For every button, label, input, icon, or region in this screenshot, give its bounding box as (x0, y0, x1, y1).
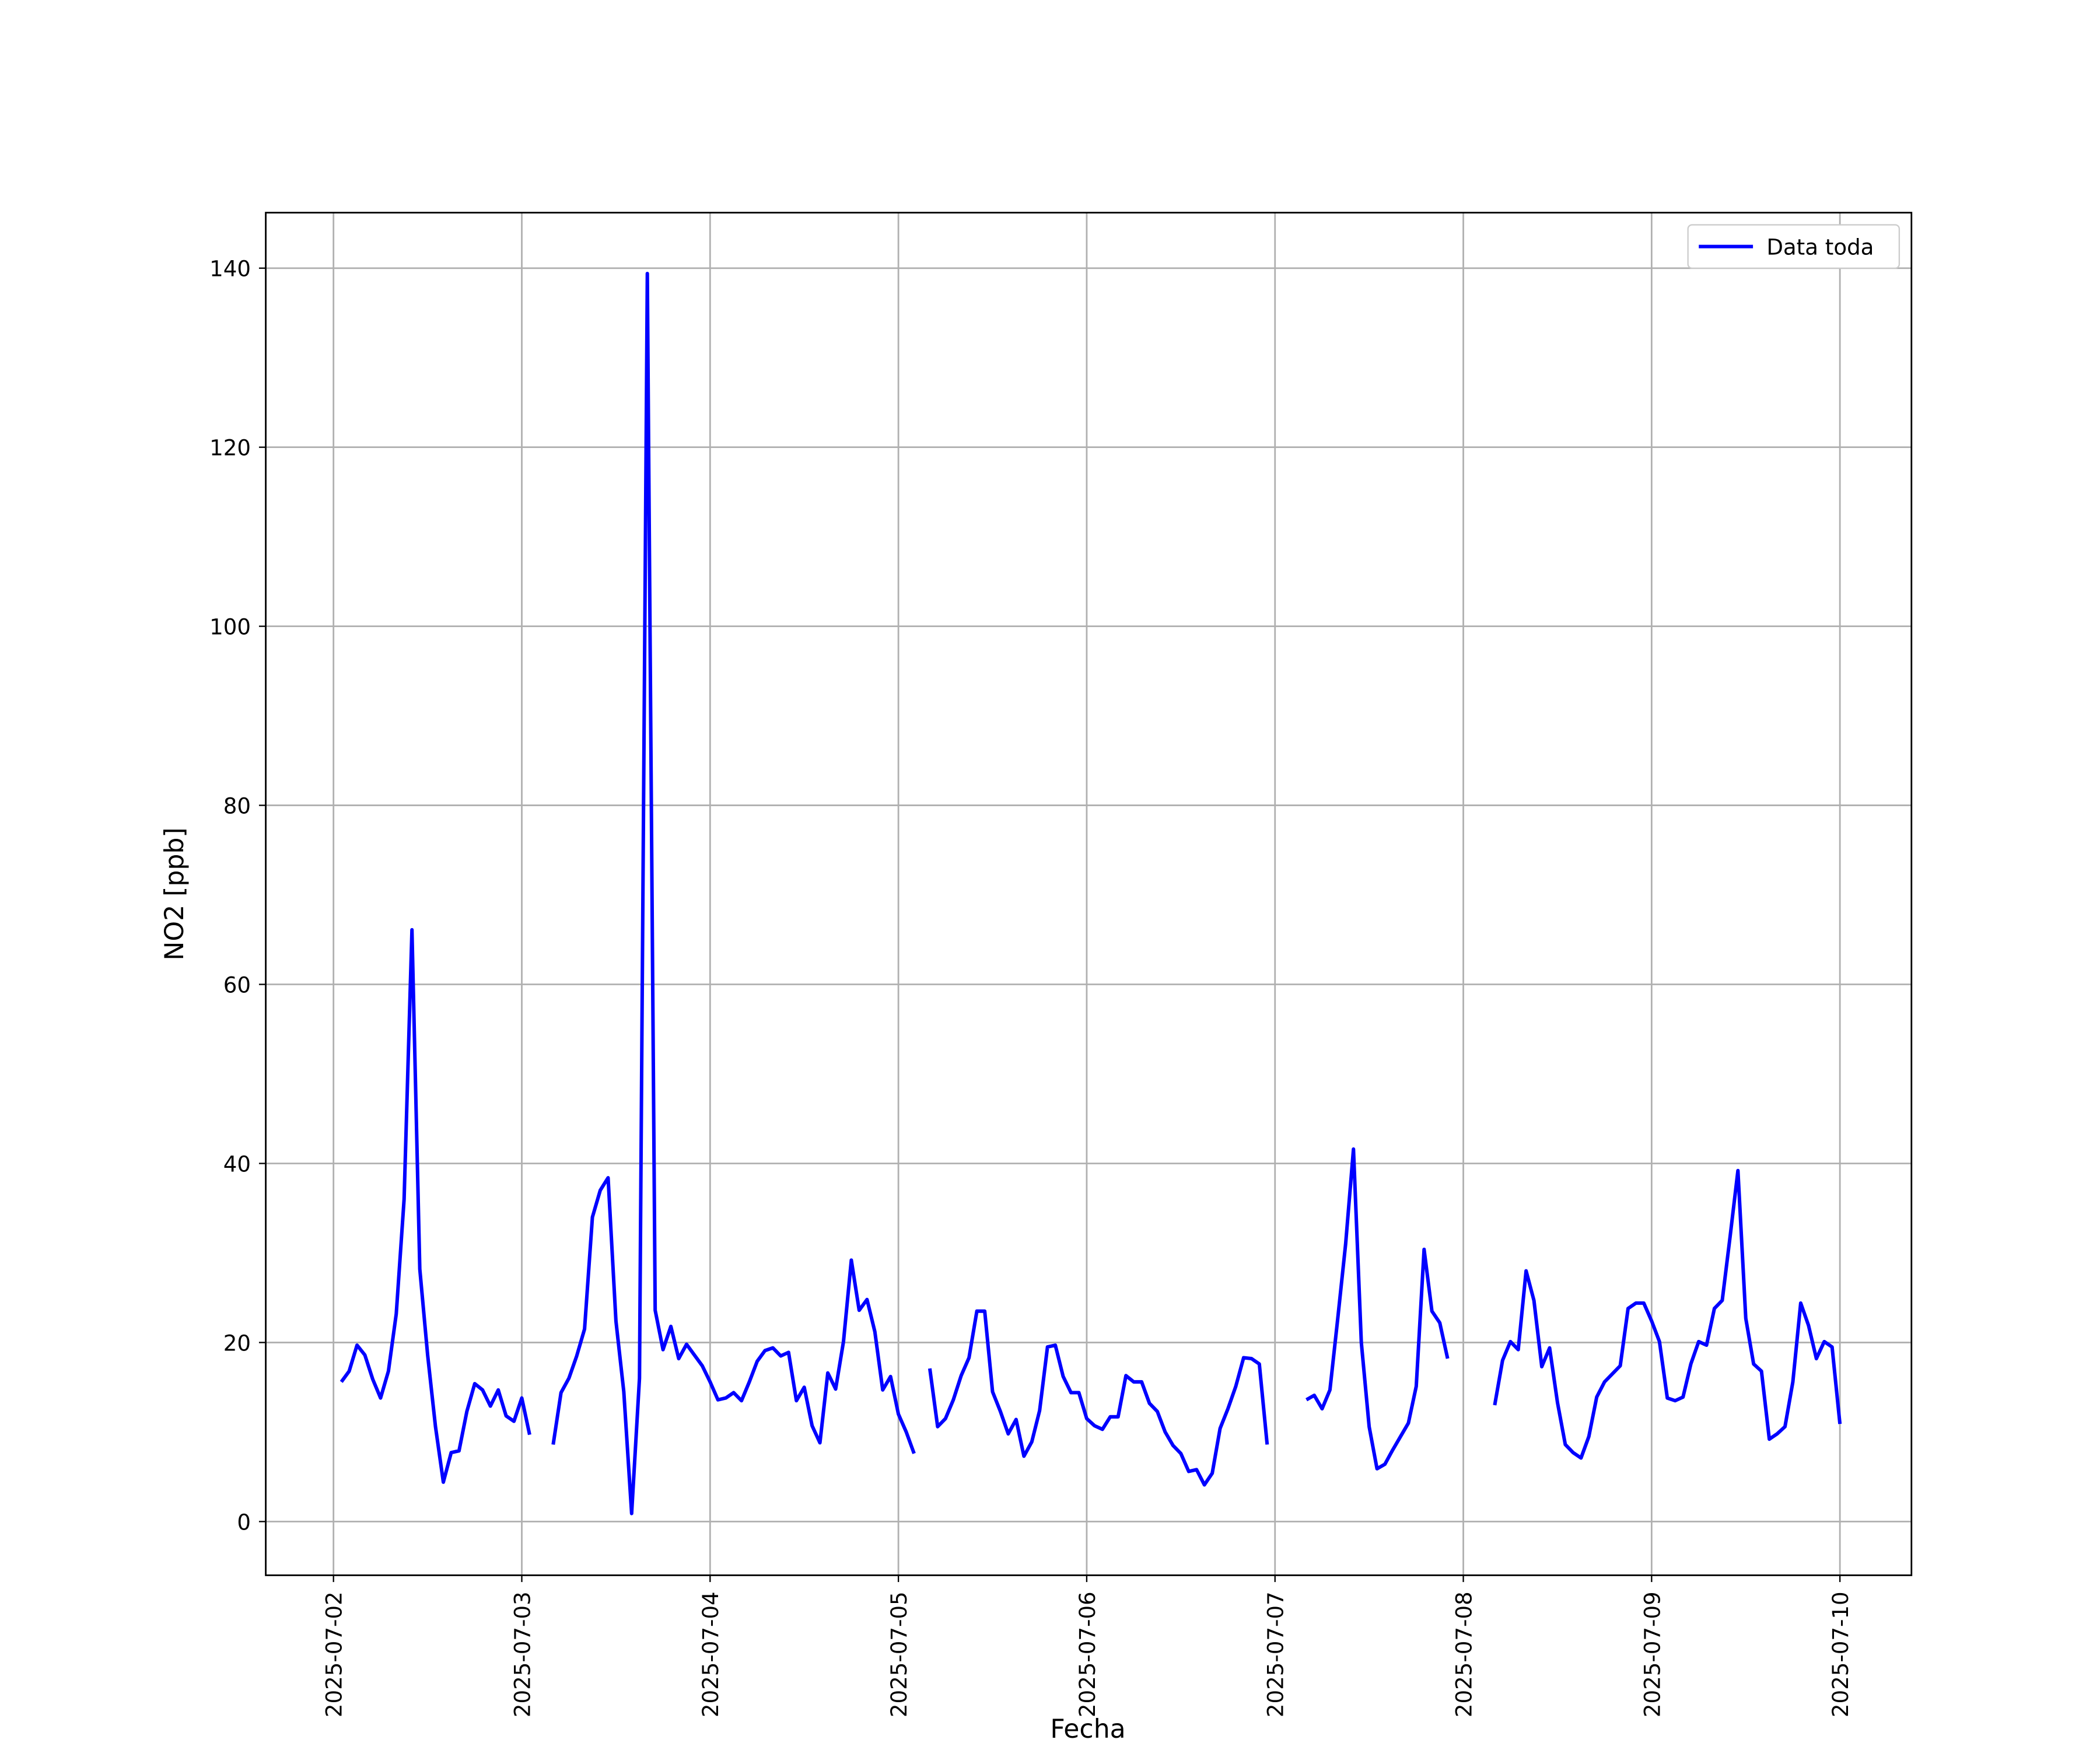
x-tick-label: 2025-07-10 (1828, 1591, 1853, 1717)
x-tick-label: 2025-07-03 (510, 1591, 535, 1717)
x-tick-label: 2025-07-08 (1451, 1591, 1476, 1717)
plot-frame (265, 212, 1913, 1576)
y-tick-label: 140 (209, 257, 251, 282)
y-tick-label: 40 (223, 1152, 251, 1177)
x-tick-label: 2025-07-05 (887, 1591, 912, 1717)
y-tick-label: 120 (209, 436, 251, 461)
y-tick-label: 100 (209, 615, 251, 640)
x-tick-label: 2025-07-06 (1075, 1591, 1100, 1717)
y-tick-label: 0 (237, 1510, 251, 1535)
x-tick-label: 2025-07-07 (1264, 1591, 1289, 1717)
x-tick-label: 2025-07-09 (1640, 1591, 1665, 1717)
x-tick-label: 2025-07-04 (698, 1591, 723, 1717)
legend-label: Data toda (1766, 235, 1874, 260)
x-tick-label: 2025-07-02 (322, 1591, 347, 1717)
data-line (340, 271, 1842, 1516)
y-tick-label: 80 (223, 793, 251, 818)
x-axis-label: Fecha (1050, 1714, 1125, 1744)
y-tick-label: 20 (223, 1331, 251, 1356)
legend-box (1687, 224, 1901, 269)
y-axis-label: NO2 [ppb] (160, 827, 190, 960)
y-tick-label: 60 (223, 972, 251, 998)
